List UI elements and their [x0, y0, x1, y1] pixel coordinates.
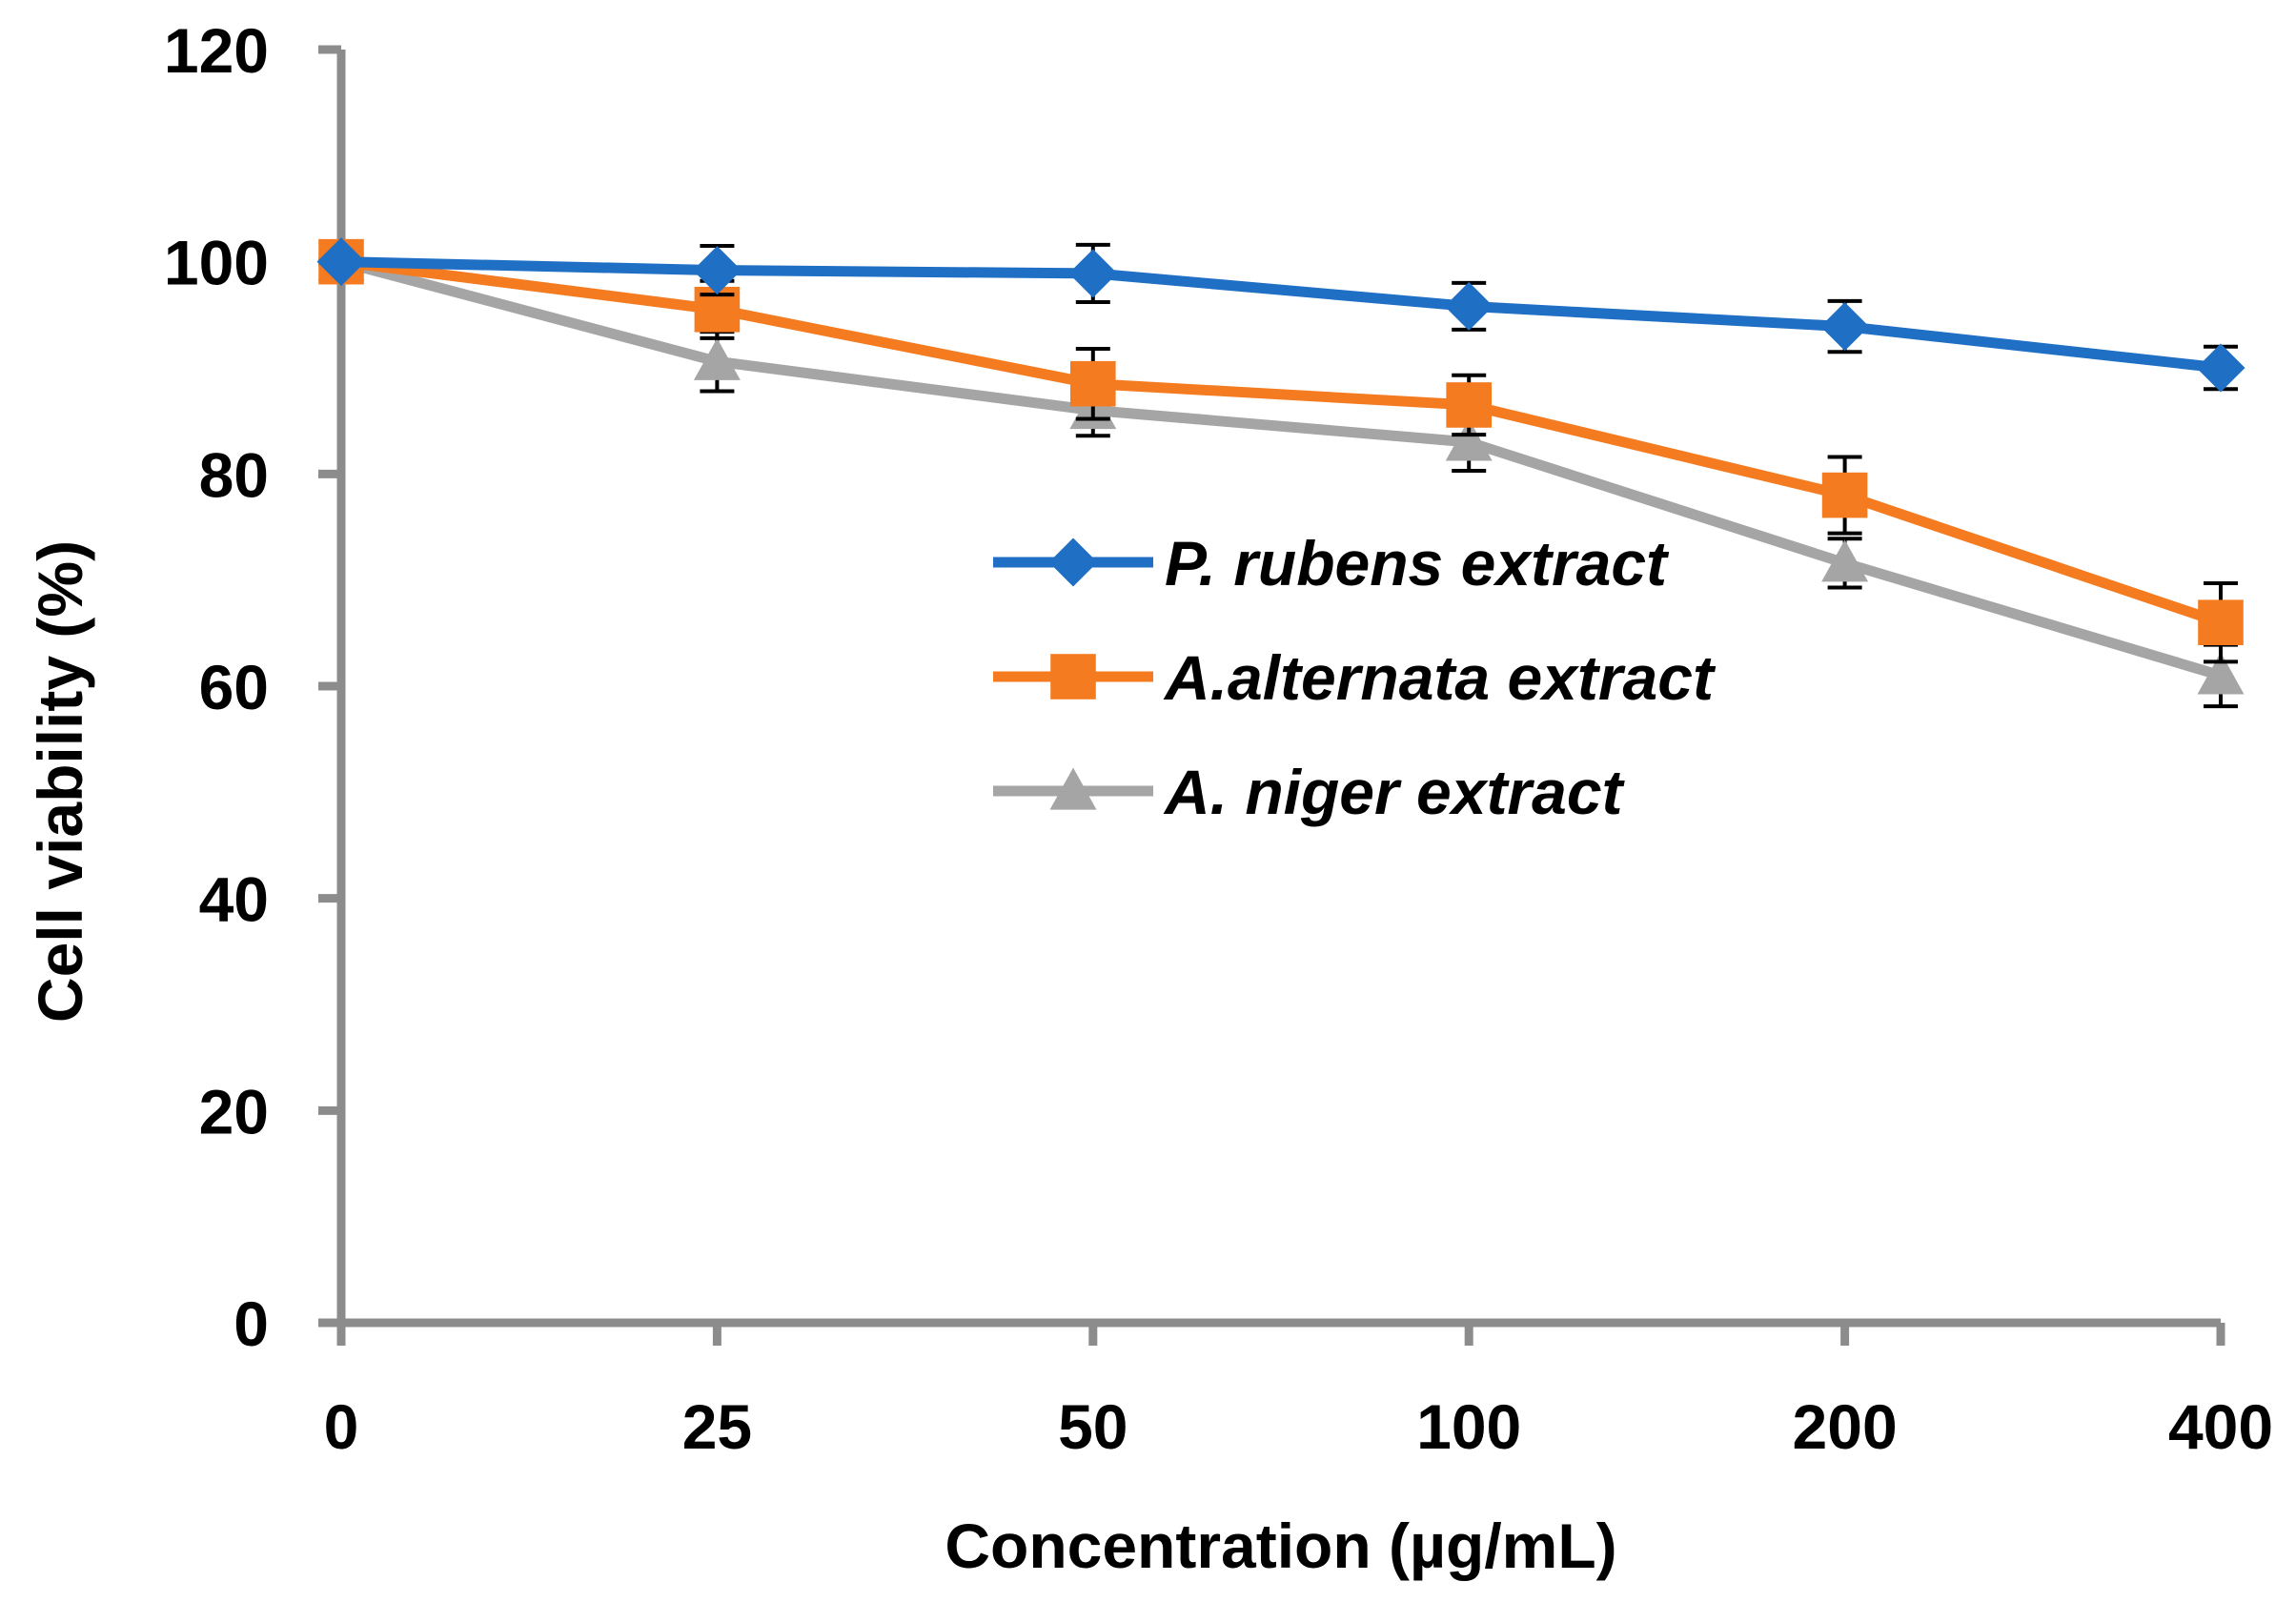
data-point — [316, 237, 366, 287]
legend-label: A. niger extract — [1163, 757, 1626, 827]
data-point — [2196, 343, 2245, 393]
data-point — [693, 337, 741, 380]
data-point — [1048, 537, 1098, 587]
data-point — [1820, 302, 1870, 352]
legend-label: A.alternata extract — [1163, 642, 1717, 713]
data-point — [1050, 654, 1096, 700]
series-line — [339, 256, 2223, 681]
y-tick-label: 80 — [199, 439, 269, 510]
legend-item: P. rubens extract — [993, 528, 1670, 598]
y-axis-title: Cell viability (%) — [25, 540, 95, 1023]
data-point — [1445, 418, 1493, 461]
data-point — [1821, 472, 1868, 518]
y-ticks: 0 20 40 60 80 100 120 — [164, 15, 341, 1359]
series-layer — [316, 237, 2245, 709]
data-point — [1070, 360, 1116, 407]
series-line — [340, 256, 2222, 374]
data-point — [692, 246, 742, 295]
data-point — [1049, 767, 1097, 810]
y-tick-label: 20 — [199, 1076, 269, 1146]
y-tick-label: 100 — [164, 228, 269, 298]
y-tick-label: 60 — [199, 652, 269, 722]
x-ticks: 0 25 50 100 200 400 — [324, 1323, 2273, 1462]
x-tick-label: 25 — [682, 1391, 752, 1462]
data-point — [2198, 599, 2244, 645]
series-3 — [317, 238, 2245, 709]
legend: P. rubens extract A.alternata extract A. n… — [993, 528, 1717, 827]
x-tick-label: 200 — [1793, 1391, 1898, 1462]
series-1 — [316, 237, 2245, 393]
legend-item: A. niger extract — [993, 757, 1626, 827]
x-tick-label: 50 — [1058, 1391, 1128, 1462]
y-tick-label: 0 — [234, 1288, 269, 1359]
x-tick-label: 0 — [324, 1391, 359, 1462]
x-axis-title: Concentration (µg/mL) — [945, 1511, 1616, 1581]
x-tick-label: 100 — [1416, 1391, 1521, 1462]
data-point — [1821, 539, 1869, 582]
data-point — [1446, 382, 1492, 428]
legend-label: P. rubens extract — [1165, 528, 1670, 598]
data-point — [1444, 281, 1493, 331]
series-line — [340, 256, 2223, 628]
y-tick-label: 120 — [164, 15, 269, 86]
y-tick-label: 40 — [199, 864, 269, 935]
data-point — [1068, 249, 1118, 298]
legend-item: A.alternata extract — [993, 642, 1717, 713]
x-tick-label: 400 — [2168, 1391, 2273, 1462]
data-point — [2197, 652, 2245, 695]
